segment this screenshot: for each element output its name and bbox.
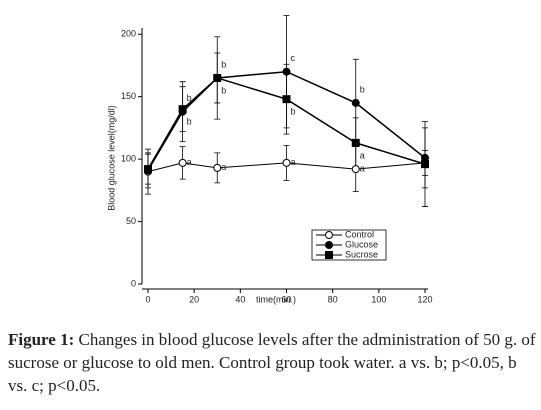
legend-marker — [325, 251, 333, 259]
y-tick-label: 0 — [131, 278, 136, 288]
data-point — [178, 158, 187, 167]
y-tick-label: 150 — [121, 91, 136, 101]
significance-letter: b — [221, 85, 226, 95]
significance-letter: a — [360, 163, 365, 173]
legend-label: Sucrose — [345, 249, 378, 259]
y-tick-label: 100 — [121, 153, 136, 163]
significance-letter: b — [221, 59, 226, 69]
data-point — [282, 95, 291, 104]
figure-caption: Figure 1: Changes in blood glucose level… — [8, 328, 536, 397]
data-point — [178, 105, 187, 114]
x-tick-label: 20 — [189, 294, 199, 304]
significance-letter: a — [187, 157, 192, 167]
legend-label: Glucose — [345, 239, 378, 249]
y-tick-label: 200 — [121, 29, 136, 39]
significance-letter: b — [291, 107, 296, 117]
significance-letter: b — [187, 117, 192, 127]
legend-label: Control — [345, 229, 374, 239]
data-point — [282, 158, 291, 167]
legend-marker — [325, 241, 333, 249]
legend-marker — [325, 231, 333, 239]
x-axis-label: time(min.) — [256, 294, 296, 304]
data-point — [144, 165, 152, 174]
caption-label: Figure 1: — [8, 330, 75, 349]
x-tick-label: 80 — [328, 294, 338, 304]
significance-letter: a — [291, 157, 296, 167]
x-tick-label: 60 — [281, 294, 291, 304]
significance-letter: b — [360, 84, 365, 94]
data-point — [351, 138, 360, 147]
data-point — [282, 67, 291, 76]
y-tick-label: 50 — [126, 216, 136, 226]
data-point — [421, 160, 429, 169]
series-line — [147, 70, 426, 171]
significance-letter: b — [187, 93, 192, 103]
series-line — [147, 77, 426, 170]
data-point — [351, 165, 360, 174]
x-tick-label: 100 — [371, 294, 386, 304]
chart: time(min.) Blood glucose level(mg/dl) 0 5… — [106, 15, 433, 304]
x-tick-label: 0 — [145, 294, 150, 304]
significance-letter: a — [221, 162, 226, 172]
caption-text: Changes in blood glucose levels after th… — [8, 330, 536, 395]
significance-letter: a — [360, 150, 365, 160]
significance-letter: c — [291, 53, 296, 63]
data-point — [213, 73, 222, 82]
y-axis-label: Blood glucose level(mg/dl) — [106, 105, 116, 211]
series-line — [147, 162, 426, 173]
data-point — [213, 163, 222, 172]
x-tick-label: 40 — [235, 294, 245, 304]
data-point — [351, 98, 360, 107]
x-tick-label: 120 — [417, 294, 432, 304]
